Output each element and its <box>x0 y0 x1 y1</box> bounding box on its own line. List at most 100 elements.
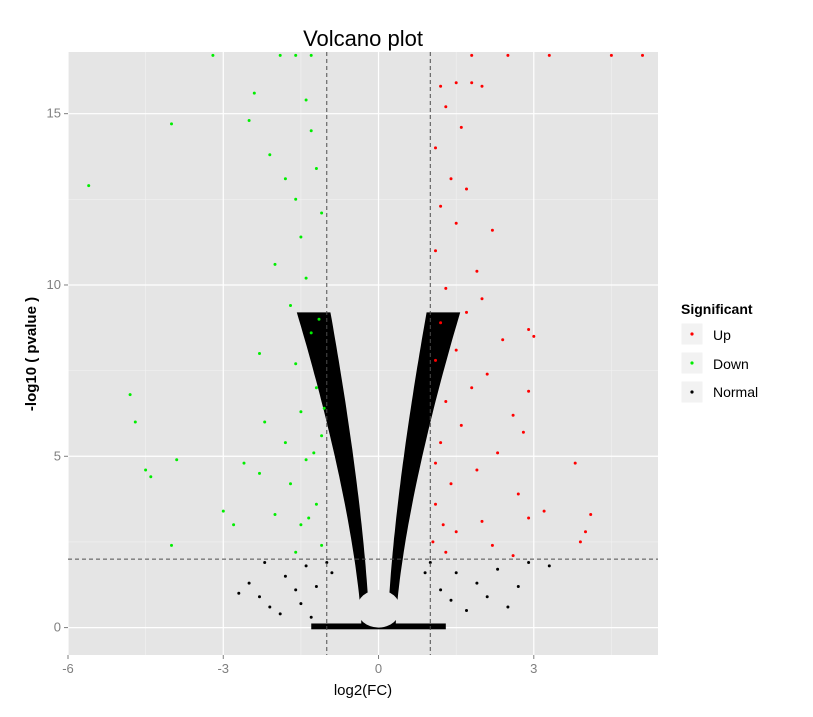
point-up <box>465 187 468 191</box>
point-normal <box>439 588 443 592</box>
point-up <box>480 297 484 301</box>
point-down <box>87 184 91 188</box>
point-normal <box>449 598 453 602</box>
y-axis-title: -log10 ( pvalue ) <box>23 297 40 411</box>
point-up <box>454 221 458 225</box>
point-down <box>273 513 277 516</box>
point-normal <box>237 591 241 595</box>
point-up <box>465 310 468 314</box>
point-up <box>431 540 435 544</box>
point-down <box>258 352 261 355</box>
point-down <box>283 177 287 181</box>
point-normal <box>330 571 334 575</box>
y-tick-label: 0 <box>54 620 61 635</box>
point-up <box>439 321 443 325</box>
point-down <box>128 393 132 397</box>
point-up <box>459 125 463 129</box>
point-down <box>294 362 298 366</box>
point-normal <box>314 585 318 588</box>
point-up <box>547 53 551 57</box>
point-normal <box>496 567 500 571</box>
x-axis-ticks: -6 -3 0 3 <box>62 655 537 676</box>
normal-density-left <box>296 312 370 628</box>
point-down <box>252 91 256 95</box>
point-normal <box>304 564 308 568</box>
legend: Significant Up Down Normal <box>680 301 758 404</box>
point-up <box>516 492 520 496</box>
point-down <box>304 98 308 102</box>
point-up <box>480 519 484 523</box>
point-up <box>641 53 644 57</box>
point-up <box>532 334 536 338</box>
point-up <box>434 358 437 362</box>
point-down <box>299 523 303 527</box>
legend-title: Significant <box>681 301 753 317</box>
point-down <box>294 53 298 57</box>
point-down <box>149 475 153 479</box>
y-tick-label: 10 <box>47 277 61 292</box>
point-down <box>320 434 324 438</box>
point-down <box>317 317 321 321</box>
x-tick-label: 3 <box>530 661 537 676</box>
point-normal <box>299 602 303 606</box>
legend-down-marker <box>690 361 694 365</box>
point-up <box>506 53 510 57</box>
point-up <box>542 509 546 513</box>
point-up <box>434 249 437 253</box>
y-axis-ticks: 0 5 10 15 <box>47 106 68 635</box>
point-down <box>309 331 313 335</box>
point-up <box>454 530 458 534</box>
point-normal <box>423 571 427 575</box>
point-down <box>273 262 277 266</box>
point-down <box>299 235 303 239</box>
point-normal <box>516 585 520 588</box>
point-up <box>444 400 448 403</box>
point-up <box>434 502 437 506</box>
point-normal <box>258 595 261 599</box>
point-down <box>232 523 236 527</box>
point-up <box>470 53 474 57</box>
point-up <box>527 389 531 393</box>
point-down <box>309 53 313 57</box>
point-normal <box>428 561 432 564</box>
point-up <box>501 338 505 342</box>
point-up <box>444 550 448 554</box>
point-up <box>454 348 458 352</box>
point-up <box>521 430 525 434</box>
point-up <box>609 53 613 57</box>
normal-density-hollow <box>356 589 401 628</box>
legend-normal-marker <box>690 390 694 394</box>
point-down <box>211 53 215 57</box>
point-up <box>511 554 515 558</box>
point-down <box>242 461 246 465</box>
point-down <box>175 458 179 462</box>
point-up <box>485 372 489 376</box>
point-up <box>434 146 437 150</box>
point-down <box>278 53 282 57</box>
point-normal <box>247 581 251 585</box>
point-up <box>449 482 453 486</box>
legend-label-normal: Normal <box>713 384 758 400</box>
point-down <box>221 509 225 513</box>
point-down <box>304 276 308 280</box>
point-up <box>449 177 453 181</box>
point-normal <box>294 588 298 592</box>
legend-label-down: Down <box>713 356 749 372</box>
point-up <box>470 386 474 390</box>
point-up <box>441 523 445 527</box>
point-normal <box>475 581 479 585</box>
point-up <box>578 540 582 544</box>
point-down <box>314 167 318 170</box>
point-down <box>314 502 318 506</box>
point-up <box>439 204 443 208</box>
point-normal <box>325 561 329 564</box>
point-down <box>299 410 303 414</box>
legend-label-up: Up <box>713 327 731 343</box>
point-up <box>573 461 577 465</box>
point-up <box>439 441 443 445</box>
point-normal <box>506 605 510 609</box>
point-down <box>294 197 298 201</box>
point-down <box>268 153 272 157</box>
chart-title: Volcano plot <box>303 26 423 51</box>
